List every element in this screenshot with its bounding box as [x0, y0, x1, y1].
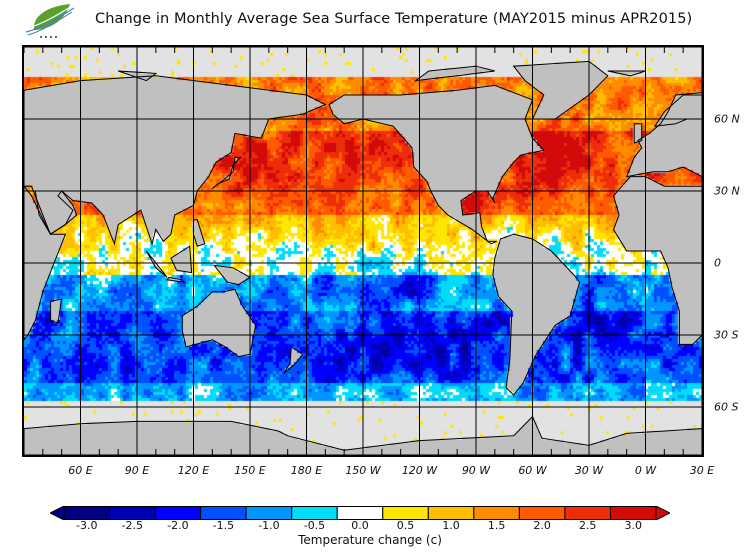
coastline: [512, 60, 609, 120]
colorbar-tick-label: 1.5: [487, 519, 506, 532]
coastline: [170, 245, 193, 274]
coastline: [34, 190, 78, 235]
colorbar: [50, 506, 670, 520]
longitude-label: 90 E: [124, 464, 150, 477]
longitude-label: 0 W: [634, 464, 657, 477]
longitude-label: 90 W: [461, 464, 491, 477]
coastline: [166, 276, 186, 283]
latitude-label: 30 S: [714, 328, 739, 342]
map-title: Change in Monthly Average Sea Surface Te…: [95, 11, 693, 27]
coastline: [49, 298, 63, 324]
longitude-label: 120 W: [401, 464, 438, 477]
colorbar-bin: [291, 506, 338, 520]
colorbar-bin: [154, 506, 202, 520]
coastline: [283, 346, 304, 374]
colorbar-bin: [336, 506, 384, 520]
colorbar-bin: [63, 506, 111, 520]
coastline: [607, 70, 646, 77]
latitude-label: 60 N: [714, 112, 740, 126]
coastline: [633, 123, 643, 144]
colorbar-title: Temperature change (c): [298, 533, 442, 547]
coastline: [328, 84, 545, 245]
colorbar-tick-label: 3.0: [624, 519, 642, 532]
longitude-label: 180 E: [290, 464, 323, 477]
colorbar-tick-label: -1.5: [212, 519, 235, 532]
coastline: [24, 185, 67, 341]
colorbar-bin: [564, 506, 611, 520]
colorbar-tick-label: -0.5: [303, 519, 326, 532]
colorbar-over-arrow: [655, 506, 670, 520]
colorbar-bin: [245, 506, 293, 520]
longitude-label: 60 W: [518, 464, 547, 477]
colorbar-tick-label: -1.0: [258, 519, 280, 532]
colorbar-bin: [518, 506, 566, 520]
leaf-logo-icon: [25, 4, 75, 38]
coastline: [492, 233, 581, 396]
coastline: [24, 415, 702, 455]
map-overlay: [24, 47, 702, 455]
coastline: [653, 94, 702, 127]
colorbar-bin: [473, 506, 520, 520]
colorbar-tick-label: -2.5: [121, 519, 144, 532]
coastline: [413, 65, 495, 82]
colorbar-tick-label: 0.0: [351, 519, 369, 532]
longitude-label: 150 E: [234, 464, 266, 477]
colorbar-bin: [427, 506, 475, 520]
colorbar-bin: [609, 506, 657, 520]
colorbar-under-arrow: [50, 506, 65, 520]
colorbar-bin: [200, 506, 247, 520]
colorbar-bin: [109, 506, 156, 520]
colorbar-tick-label: 2.0: [533, 519, 551, 532]
latitude-label: 30 N: [714, 184, 740, 198]
coastline: [193, 219, 206, 247]
colorbar-tick-label: 2.5: [578, 519, 597, 532]
colorbar-tick-label: 0.5: [396, 519, 415, 532]
coastline: [612, 176, 702, 346]
coastline: [24, 75, 327, 246]
coastline: [625, 92, 702, 178]
colorbar-bin: [382, 506, 429, 520]
coastline: [181, 288, 257, 358]
latitude-label: 0: [714, 256, 721, 270]
coastline: [211, 156, 242, 189]
colorbar-tick-label: 1.0: [442, 519, 460, 532]
sst-map: [22, 45, 704, 457]
longitude-label: 60 E: [68, 464, 93, 477]
colorbar-tick-label: -3.0: [76, 519, 98, 532]
coastline: [145, 250, 168, 278]
coastline: [213, 264, 251, 286]
longitude-label: 30 E: [689, 464, 715, 477]
longitude-label: 120 E: [177, 464, 210, 477]
longitude-label: 30 W: [574, 464, 604, 477]
longitude-label: 150 W: [345, 464, 381, 477]
latitude-label: 60 S: [714, 400, 739, 414]
colorbar-tick-label: -2.0: [167, 519, 189, 532]
